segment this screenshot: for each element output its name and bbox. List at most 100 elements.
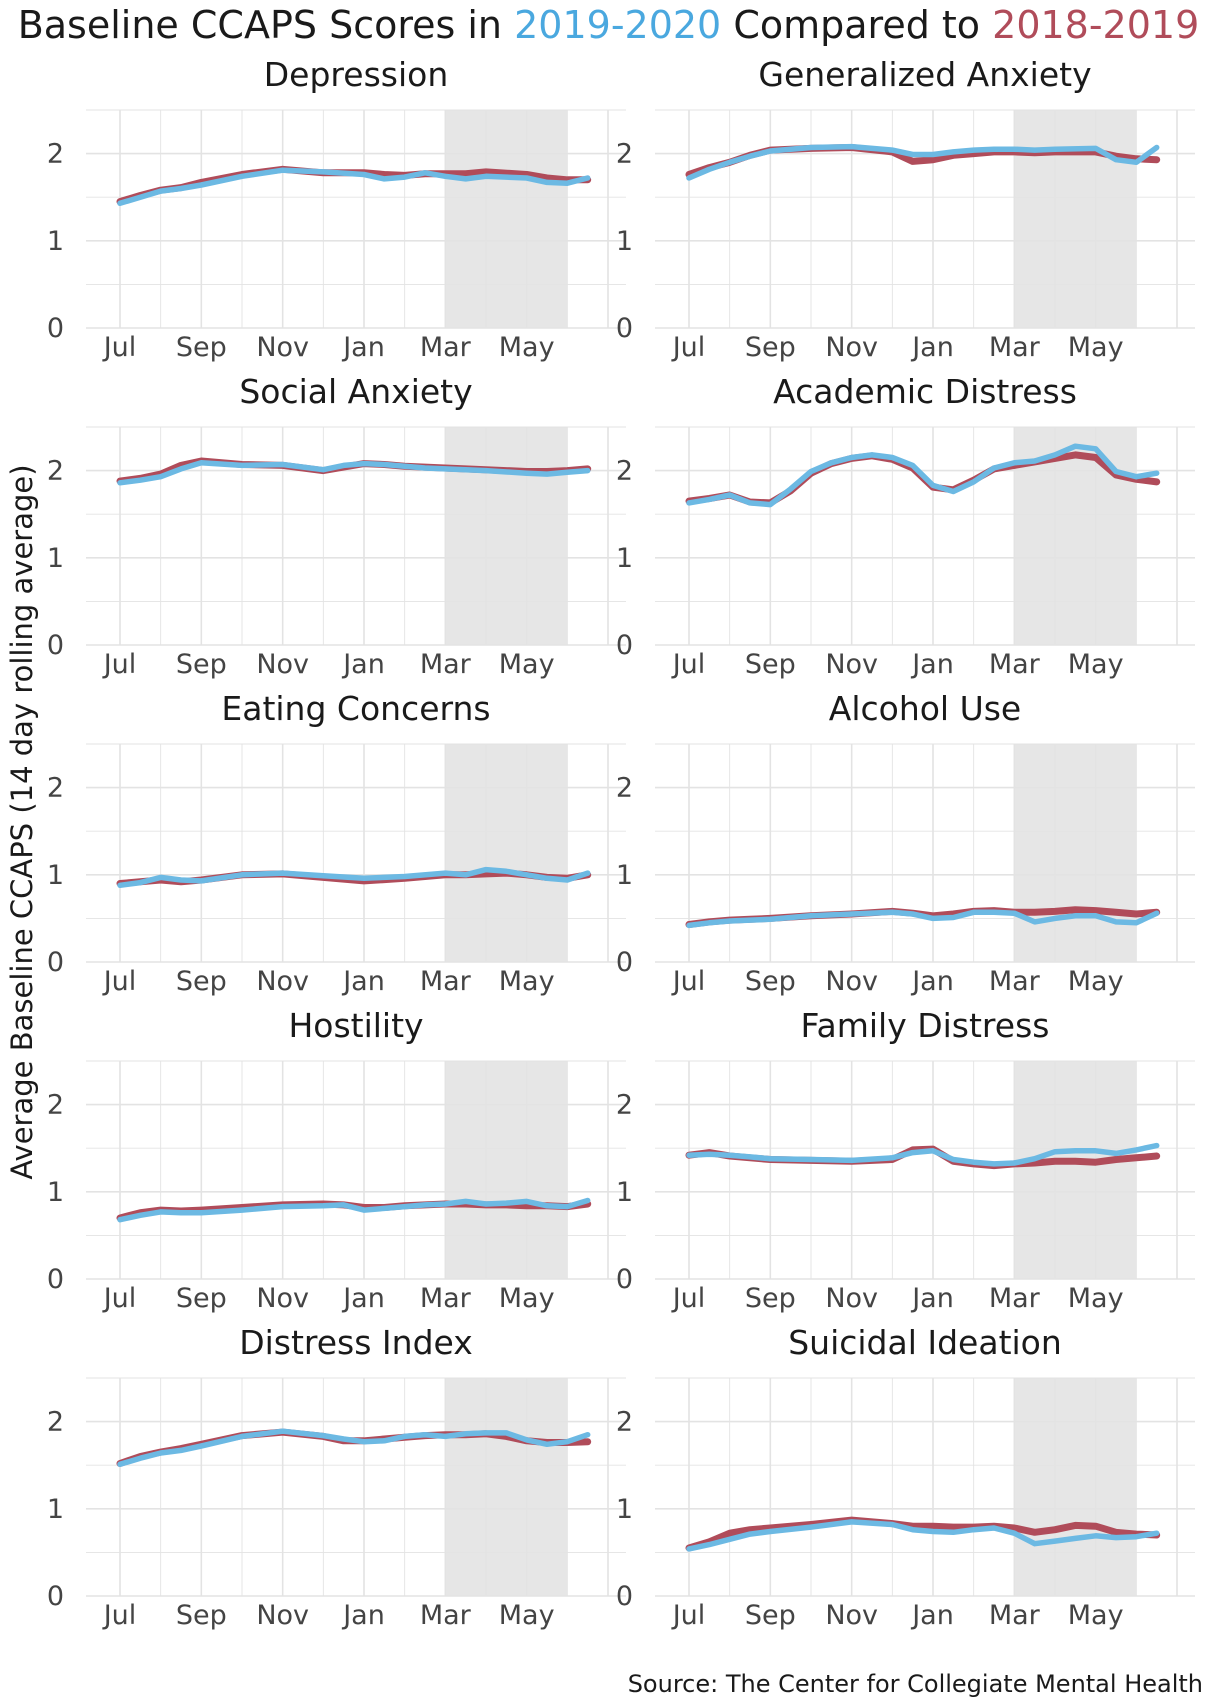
x-tick-label: Nov [825,966,878,997]
x-tick-label: May [1068,966,1124,997]
chart-title: Baseline CCAPS Scores in 2019-2020 Compa… [0,0,1217,50]
panel-title: Distress Index [239,1323,473,1362]
y-tick-label: 2 [616,1407,633,1438]
panel-title: Family Distress [801,1006,1050,1045]
x-tick-label: Nov [256,966,309,997]
panel-eating-concerns: Eating Concerns 0 1 2 Jul Sep Nov Jan Mar May [47,689,626,997]
panel-depression: Depression 0 1 2 Jul Sep Nov Jan Mar May [47,55,626,363]
title-year-2018-2019: 2018-2019 [992,3,1200,47]
x-tick-label: Sep [176,332,227,363]
source-caption: Source: The Center for Collegiate Mental… [627,1670,1203,1698]
x-tick-label: Sep [745,649,796,680]
y-tick-label: 2 [47,139,64,170]
x-tick-label: May [499,649,555,680]
x-tick-label: Mar [989,1600,1041,1631]
shaded-interval [1014,110,1137,328]
panel-title: Suicidal Ideation [788,1323,1062,1362]
y-tick-label: 2 [47,1407,64,1438]
x-tick-label: May [499,966,555,997]
y-tick-label: 2 [616,139,633,170]
x-tick-label: Jul [102,332,137,363]
x-tick-label: Mar [420,332,472,363]
x-tick-label: May [499,1600,555,1631]
x-tick-label: May [499,332,555,363]
x-tick-label: Mar [989,966,1041,997]
y-tick-label: 2 [47,773,64,804]
x-tick-label: May [499,1283,555,1314]
x-tick-label: Jan [910,332,954,363]
x-tick-label: Jan [910,1600,954,1631]
x-tick-label: Jul [102,649,137,680]
x-tick-label: Mar [989,1283,1041,1314]
x-tick-label: Jan [910,649,954,680]
x-tick-label: May [1068,332,1124,363]
x-tick-label: Jul [671,966,706,997]
title-prefix: Baseline CCAPS Scores in [17,3,515,47]
x-tick-label: Nov [825,649,878,680]
series-line-2019-2020 [117,866,591,889]
y-tick-label: 1 [616,860,633,891]
x-tick-label: Mar [989,332,1041,363]
panel-family-distress: Family Distress 0 1 2 Jul Sep Nov Jan Mar May [616,1006,1195,1314]
panel-social-anxiety: Social Anxiety 0 1 2 Jul Sep Nov Jan Mar May [47,372,626,680]
shaded-interval [445,1378,568,1596]
y-tick-label: 1 [616,1494,633,1525]
panel-distress-index: Distress Index 0 1 2 Jul Sep Nov Jan Mar May [47,1323,626,1631]
x-tick-label: May [1068,649,1124,680]
x-tick-label: Nov [825,1600,878,1631]
y-tick-label: 2 [616,1090,633,1121]
y-tick-label: 1 [47,1494,64,1525]
panel-title: Eating Concerns [221,689,490,728]
shaded-interval [1014,744,1137,962]
y-tick-label: 0 [616,1264,633,1295]
x-tick-label: Mar [420,1600,472,1631]
series-line-2019-2020 [117,460,591,486]
x-tick-label: Jan [341,1283,385,1314]
series-line-2018-2019 [685,1516,1161,1552]
x-tick-label: Jan [341,1600,385,1631]
y-tick-label: 0 [616,313,633,344]
x-tick-label: Sep [745,1283,796,1314]
panel-title: Alcohol Use [829,689,1022,728]
series-line-2019-2020 [686,1519,1160,1552]
panel-title: Depression [264,55,448,94]
panel-title: Hostility [288,1006,423,1045]
shaded-interval [1014,1378,1137,1596]
x-tick-label: Mar [420,966,472,997]
x-tick-label: Mar [420,649,472,680]
y-tick-label: 0 [47,313,64,344]
panel-title: Academic Distress [773,372,1077,411]
y-tick-label: 2 [616,456,633,487]
x-tick-label: Sep [176,966,227,997]
y-tick-label: 2 [47,456,64,487]
y-tick-label: 0 [616,1581,633,1612]
y-tick-label: 0 [616,947,633,978]
y-tick-label: 0 [47,1264,64,1295]
panel-academic-distress: Academic Distress 0 1 2 Jul Sep Nov Jan Mar May [616,372,1195,680]
series-line-2019-2020 [117,1428,591,1468]
panel-generalized-anxiety: Generalized Anxiety 0 1 2 Jul Sep Nov Jan Mar May [616,55,1195,363]
x-tick-label: Mar [420,1283,472,1314]
x-tick-label: Sep [745,1600,796,1631]
x-tick-label: Nov [825,332,878,363]
y-tick-label: 2 [616,773,633,804]
y-tick-label: 1 [47,1177,64,1208]
shaded-interval [1014,1061,1137,1279]
y-tick-label: 0 [47,947,64,978]
series-line-2019-2020 [117,1197,591,1223]
panel-title: Social Anxiety [239,372,472,411]
x-tick-label: Sep [176,1283,227,1314]
x-tick-label: Mar [989,649,1041,680]
x-tick-label: Sep [176,1600,227,1631]
y-tick-label: 0 [616,630,633,661]
panel-suicidal-ideation: Suicidal Ideation 0 1 2 Jul Sep Nov Jan Mar May [616,1323,1195,1631]
x-tick-label: Jul [671,1283,706,1314]
title-middle: Compared to [721,3,993,47]
y-tick-label: 0 [47,630,64,661]
series-line-2019-2020 [686,443,1160,508]
x-tick-label: May [1068,1600,1124,1631]
series-line-2019-2020 [686,909,1160,929]
x-tick-label: Jul [671,1600,706,1631]
series-line-2019-2020 [686,143,1160,181]
